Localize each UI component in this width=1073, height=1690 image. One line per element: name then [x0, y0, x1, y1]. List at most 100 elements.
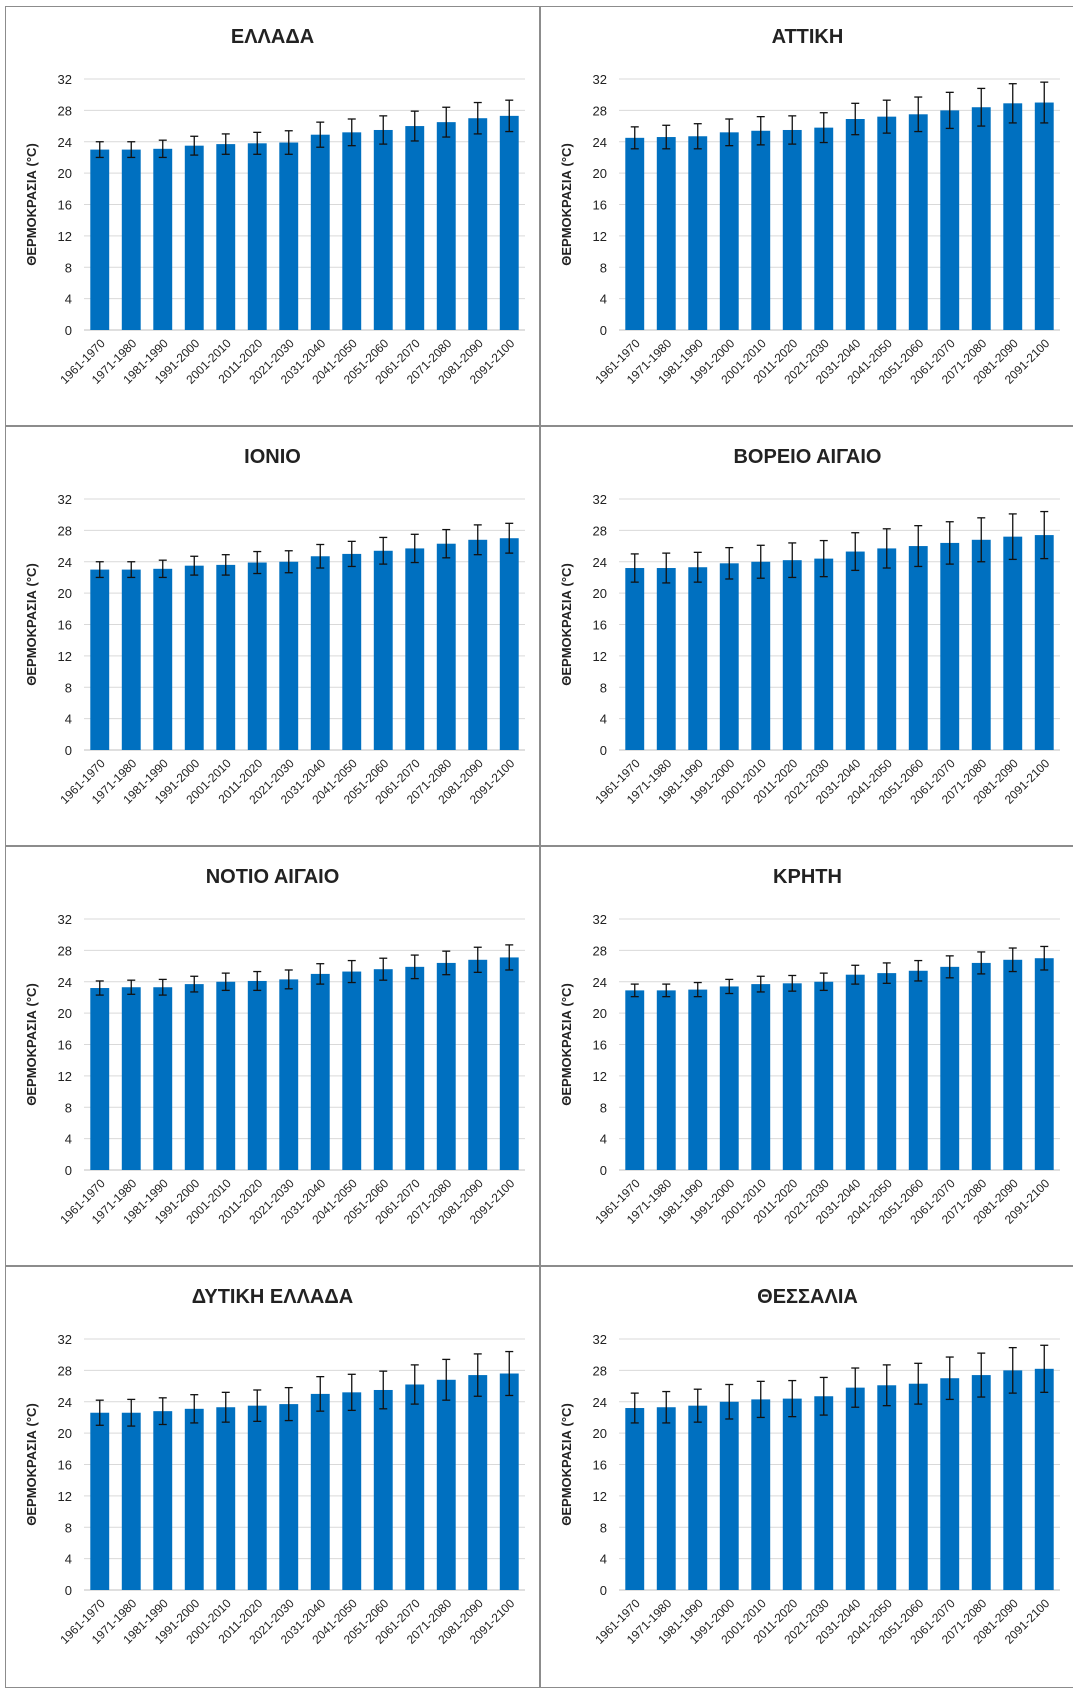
y-tick-label: 32 [593, 72, 607, 87]
y-tick-label: 32 [58, 912, 72, 927]
y-tick-label: 32 [58, 492, 72, 507]
bar-1971-1980 [657, 1407, 676, 1590]
bar-2091-2100 [500, 957, 519, 1170]
bar-1971-1980 [657, 568, 676, 750]
bar-2041-2050 [342, 554, 361, 750]
bar-2021-2030 [814, 1396, 833, 1590]
bar-1981-1990 [153, 987, 172, 1170]
bar-2021-2030 [814, 128, 833, 330]
bar-2011-2020 [783, 983, 802, 1170]
bar-2071-2080 [972, 540, 991, 750]
bar-1961-1970 [90, 988, 109, 1170]
y-tick-label: 32 [593, 492, 607, 507]
y-axis-label: ΘΕΡΜΟΚΡΑΣΙΑ (°C) [24, 563, 39, 686]
bar-2081-2090 [468, 118, 487, 330]
y-tick-label: 12 [58, 1069, 72, 1084]
bar-2061-2070 [940, 543, 959, 750]
bar-1961-1970 [625, 568, 644, 750]
bar-1991-2000 [185, 984, 204, 1170]
bar-2031-2040 [846, 1388, 865, 1590]
y-tick-label: 0 [600, 1163, 607, 1178]
y-tick-label: 24 [593, 1395, 607, 1410]
y-axis-label: ΘΕΡΜΟΚΡΑΣΙΑ (°C) [559, 143, 574, 266]
bar-1961-1970 [625, 990, 644, 1170]
chart-title: ΚΡΗΤΗ [773, 866, 842, 888]
bar-2031-2040 [311, 974, 330, 1170]
bar-2021-2030 [814, 982, 833, 1170]
chart-title: ΝΟΤΙΟ ΑΙΓΑΙΟ [206, 866, 340, 888]
bar-2041-2050 [342, 972, 361, 1170]
y-tick-label: 16 [58, 618, 72, 633]
y-tick-label: 24 [58, 555, 72, 570]
y-tick-label: 24 [58, 975, 72, 990]
y-tick-label: 4 [65, 712, 72, 727]
y-tick-label: 28 [58, 1363, 72, 1378]
y-tick-label: 8 [65, 260, 72, 275]
y-tick-label: 16 [593, 198, 607, 213]
bar-1971-1980 [122, 150, 141, 330]
y-tick-label: 20 [58, 1006, 72, 1021]
y-axis-label: ΘΕΡΜΟΚΡΑΣΙΑ (°C) [559, 563, 574, 686]
bar-2091-2100 [1035, 1369, 1054, 1590]
chart-title: ΘΕΣΣΑΛΙΑ [757, 1286, 858, 1308]
bar-1961-1970 [625, 1408, 644, 1590]
y-tick-label: 20 [58, 586, 72, 601]
chart-panel-4: ΝΟΤΙΟ ΑΙΓΑΙΟ 0 4 8 12 16 20 24 28 32 ΘΕΡΜΟΚΡΑΣΙΑ (… [5, 846, 540, 1266]
bar-2071-2080 [437, 963, 456, 1170]
bar-1961-1970 [90, 570, 109, 750]
y-tick-label: 4 [600, 1132, 607, 1147]
chart-svg: ΚΡΗΤΗ048121620242832ΘΕΡΜΟΚΡΑΣΙΑ (°C)1961… [541, 847, 1073, 1265]
y-tick-label: 16 [58, 198, 72, 213]
chart-svg: ΒΟΡΕΙΟ ΑΙΓΑΙΟ 0 4 8 12 16 20 24 28 32 ΘΕΡΜΟΚΡΑΣΙΑ … [541, 427, 1073, 845]
y-tick-label: 28 [593, 1363, 607, 1378]
y-tick-label: 0 [65, 323, 72, 338]
bar-1991-2000 [185, 1409, 204, 1590]
bar-2061-2070 [405, 126, 424, 330]
bar-2031-2040 [311, 135, 330, 330]
bar-2051-2060 [909, 114, 928, 330]
bar-2061-2070 [405, 1384, 424, 1590]
bar-1991-2000 [720, 986, 739, 1170]
bar-2061-2070 [940, 1378, 959, 1590]
bar-2071-2080 [972, 963, 991, 1170]
bar-2001-2010 [216, 565, 235, 750]
bar-2031-2040 [311, 556, 330, 750]
y-tick-label: 32 [593, 1332, 607, 1347]
y-tick-label: 24 [593, 555, 607, 570]
bar-2061-2070 [940, 110, 959, 330]
bar-1991-2000 [720, 563, 739, 750]
y-tick-label: 0 [600, 1583, 607, 1598]
y-tick-label: 8 [600, 1100, 607, 1115]
chart-title: ΙΟΝΙΟ [244, 446, 301, 468]
y-tick-label: 12 [593, 649, 607, 664]
bar-2001-2010 [751, 131, 770, 330]
chart-title: ΒΟΡΕΙΟ ΑΙΓΑΙΟ [733, 446, 881, 468]
bar-2011-2020 [248, 981, 267, 1170]
bar-2011-2020 [783, 130, 802, 330]
bar-2081-2090 [1003, 103, 1022, 330]
bar-2021-2030 [814, 559, 833, 750]
bar-1981-1990 [688, 567, 707, 750]
bar-2021-2030 [279, 979, 298, 1170]
y-tick-label: 16 [58, 1458, 72, 1473]
bar-2081-2090 [468, 960, 487, 1170]
y-tick-label: 20 [58, 166, 72, 181]
chart-svg: ΕΛΛΑΔΑ048121620242832ΘΕΡΜΟΚΡΑΣΙΑ (°C)196… [6, 7, 539, 425]
y-tick-label: 4 [65, 1552, 72, 1567]
y-tick-label: 24 [58, 1395, 72, 1410]
y-tick-label: 16 [58, 1038, 72, 1053]
bar-2091-2100 [500, 1374, 519, 1590]
bar-1971-1980 [122, 987, 141, 1170]
bar-1971-1980 [657, 990, 676, 1170]
chart-svg: ΘΕΣΣΑΛΙΑ048121620242832ΘΕΡΜΟΚΡΑΣΙΑ (°C)1… [541, 1267, 1073, 1687]
bar-2061-2070 [940, 967, 959, 1170]
chart-title: ΑΤΤΙΚΗ [772, 26, 844, 48]
chart-title: ΕΛΛΑΔΑ [231, 26, 314, 48]
y-tick-label: 12 [593, 1489, 607, 1504]
y-tick-label: 8 [65, 1520, 72, 1535]
bar-2031-2040 [846, 552, 865, 750]
bar-1981-1990 [153, 149, 172, 330]
bar-2041-2050 [877, 548, 896, 750]
bar-1981-1990 [153, 569, 172, 750]
bar-2091-2100 [1035, 535, 1054, 750]
